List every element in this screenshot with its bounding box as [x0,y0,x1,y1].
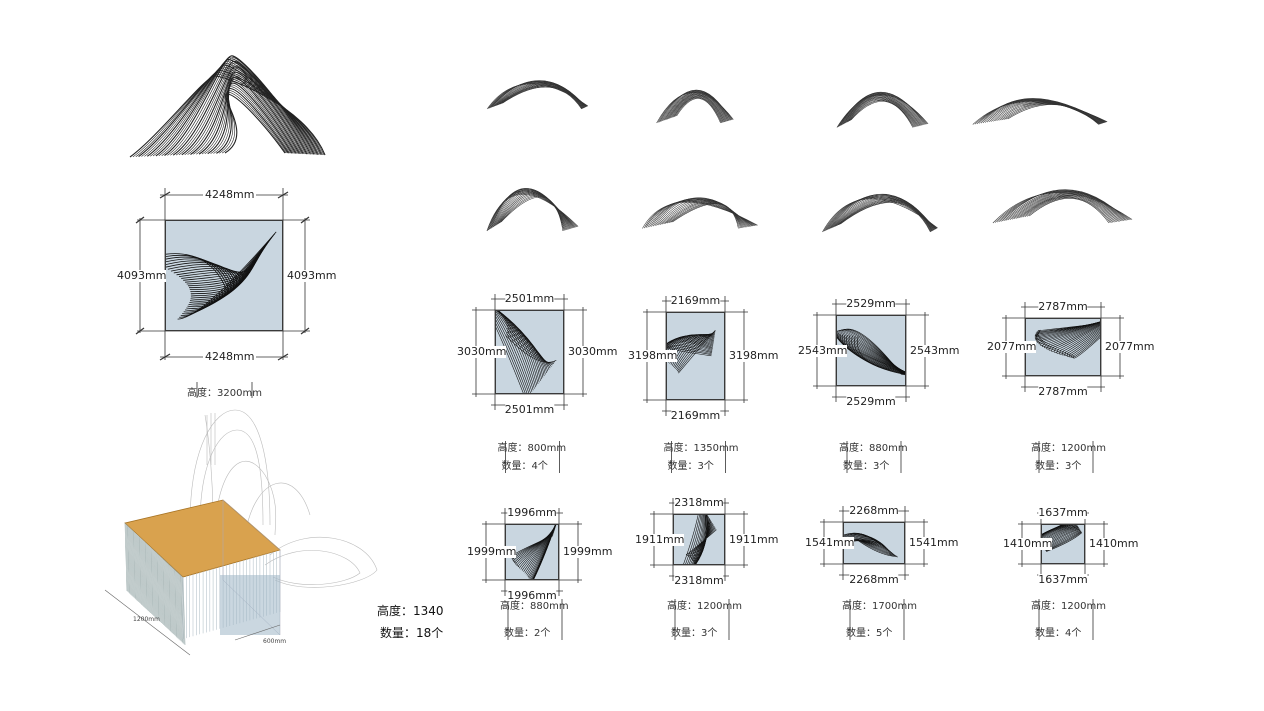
plan-4-top-dimension: 2787mm [1038,300,1088,313]
plan-4-count-note: 数量：3个 [1035,461,1082,472]
plan-8-left-dimension: 1410mm [1003,537,1053,550]
plan-6-right-dimension: 1911mm [729,532,779,546]
plan-2-bottom-dimension: 2169mm [670,409,721,422]
plan-5-top-dimension: 1996mm [507,506,557,519]
plan-7-left-dimension: 1541mm [805,536,855,549]
plan-2-right-dimension: 3198mm [729,349,779,362]
plan-6-top-dimension: 2318mm [674,496,724,509]
plan-3-right-dimension: 2543mm [910,343,960,357]
plan-3-bottom-dimension: 2529mm [846,395,896,408]
plan-1-left-dimension: 3030mm [457,345,507,358]
plan-8-count-note: 数量：4个 [1035,628,1082,639]
plan-5-count-note: 数量：2个 [504,628,551,639]
plan-8-right-dimension: 1410mm [1089,537,1139,550]
plan-3-height-note: 高度：880mm [839,443,908,454]
plan-1-count-note: 数量：4个 [501,461,548,472]
plan-7-bottom-dimension: 2268mm [849,573,899,586]
pavilion-sketch-2 [656,89,734,124]
plan-4-right-dimension: 2077mm [1105,340,1155,353]
plan-5-bottom-dimension: 1996mm [507,589,557,602]
plan-3-count-note: 数量：3个 [843,461,890,472]
main-plan-bottom-dimension: 4248mm [203,350,257,363]
main-plan-top-dimension: 4248mm [203,188,257,201]
plan-6-height-note: 高度：1200mm [667,601,742,612]
bench-count-label: 数量：18个 [380,626,444,640]
pavilion-large-sketch [129,55,326,158]
plan-3-left-dimension: 2543mm [798,343,848,357]
plan-1-height-note: 高度：800mm [497,443,567,454]
plan-1-bottom-dimension: 2501mm [504,403,555,416]
plan-4-bottom-dimension: 2787mm [1038,385,1088,398]
main-plan-right-dimension: 4093mm [287,269,337,282]
bench-width-dimension: 600mm [263,638,286,645]
plan-view-4 [1025,318,1101,376]
pavilion-sketch-3 [836,91,929,128]
plan-2-count-note: 数量：3个 [667,461,714,472]
pavilion-sketch-6 [642,197,758,229]
plan-2-left-dimension: 3198mm [628,349,678,362]
main-plan-view [165,220,283,331]
plan-1-right-dimension: 3030mm [568,345,618,358]
plan-5-left-dimension: 1999mm [467,545,517,558]
main-plan-left-dimension: 4093mm [117,269,167,282]
bench-height-label: 高度：1340 [377,604,444,618]
plan-1-top-dimension: 2501mm [504,292,555,305]
pavilion-sketch-1 [486,80,589,110]
plan-5-height-note: 高度：880mm [500,601,569,612]
pavilion-sketch-7 [822,194,938,233]
plan-4-left-dimension: 2077mm [987,340,1037,353]
plan-7-count-note: 数量：5个 [846,628,893,639]
plan-2-height-note: 高度：1350mm [663,443,739,454]
bench-length-dimension: 1200mm [133,616,160,623]
plan-5-right-dimension: 1999mm [563,545,613,558]
pavilion-sketch-4 [972,98,1108,125]
plan-8-top-dimension: 1637mm [1038,506,1088,519]
bench-axonometric: 1200mm 600mm [104,409,378,656]
plan-view-3 [836,315,906,386]
plan-3-top-dimension: 2529mm [846,297,896,310]
plan-7-height-note: 高度：1700mm [842,601,917,612]
plan-6-left-dimension: 1911mm [635,532,685,546]
plan-6-count-note: 数量：3个 [671,628,718,639]
main-plan-height-note: 高度：3200mm [187,388,262,399]
pavilion-sketch-5 [486,188,579,232]
plan-8-height-note: 高度：1200mm [1031,601,1106,612]
plan-view-1 [495,310,564,394]
plan-7-top-dimension: 2268mm [849,504,899,517]
plan-6-bottom-dimension: 2318mm [674,574,724,587]
plan-4-height-note: 高度：1200mm [1031,443,1106,454]
pavilion-sketch-8 [992,189,1133,224]
plan-2-top-dimension: 2169mm [670,294,721,307]
plan-7-right-dimension: 1541mm [909,536,959,549]
plan-8-bottom-dimension: 1637mm [1038,573,1088,586]
